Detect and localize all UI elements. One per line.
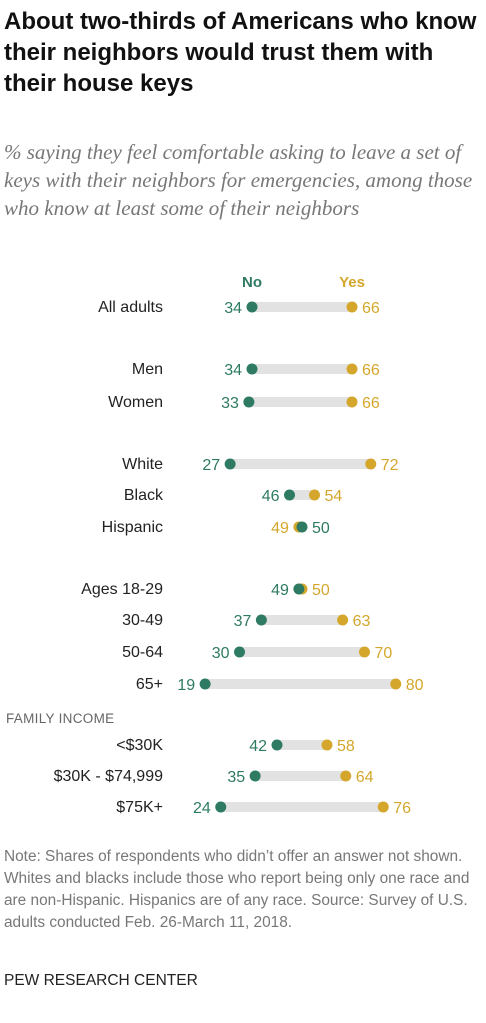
yes-value-label: 50 [312,582,330,599]
yes-dot [346,301,358,313]
no-value-label: 33 [221,395,239,412]
no-dot [243,396,255,408]
no-value-label: 34 [224,362,242,379]
row-label: All adults [98,299,163,316]
yes-value-label: 66 [362,300,380,317]
no-value-label: 37 [234,613,252,630]
yes-value-label: 66 [362,362,380,379]
yes-dot [309,489,320,501]
dot-plot: No Yes All adults 34 66 Men 34 66 Women 33 66 White… [6,274,424,817]
no-dot [234,646,245,658]
no-value-label: 30 [212,645,230,662]
legend-no-label: No [242,274,262,291]
no-value-label: 34 [224,300,242,317]
row-label: <$30K [116,737,163,754]
no-value-label: 35 [227,769,245,786]
no-dot [284,489,295,501]
yes-value-label: 80 [406,677,424,694]
row-label: 30-49 [122,612,163,629]
section-label: FAMILY INCOME [6,711,114,726]
yes-dot [377,801,389,813]
no-dot [293,583,305,595]
yes-dot [359,646,370,658]
row-label: Men [132,361,163,378]
row-label: Black [124,487,164,504]
row-label: Hispanic [102,519,163,536]
row-label: Ages 18-29 [81,581,163,598]
row-label: 50-64 [122,644,163,661]
no-dot [246,301,258,313]
yes-value-label: 64 [356,769,374,786]
source-credit: PEW RESEARCH CENTER [4,972,198,989]
yes-value-label: 66 [362,395,380,412]
no-value-label: 19 [177,677,195,694]
yes-dot [346,363,358,375]
yes-dot [340,770,352,782]
no-dot [215,801,227,813]
legend-yes-label: Yes [339,274,365,291]
yes-value-label: 49 [271,520,289,537]
chart-subtitle: % saying they feel comfortable asking to… [4,140,473,220]
no-value-label: 49 [271,582,289,599]
yes-value-label: 72 [381,457,399,474]
yes-dot [321,739,333,751]
yes-value-label: 63 [353,613,371,630]
yes-dot [346,396,358,408]
chart-note: Note: Shares of respondents who didn’t o… [4,848,470,931]
yes-value-label: 54 [325,488,343,505]
no-value-label: 24 [193,800,211,817]
yes-value-label: 58 [337,738,355,755]
yes-dot [365,458,377,470]
no-value-label: 50 [312,520,330,537]
no-dot [296,521,308,533]
row-label: Women [108,394,163,411]
yes-dot [390,678,402,690]
row-label: $30K - $74,999 [54,768,164,785]
no-value-label: 27 [202,457,220,474]
yes-dot [337,614,349,626]
no-value-label: 42 [249,738,267,755]
no-dot [224,458,236,470]
row-label: White [122,456,163,473]
no-dot [271,739,283,751]
no-dot [249,770,261,782]
no-dot [255,614,267,626]
no-dot [246,363,258,375]
row-label: $75K+ [116,799,163,816]
no-value-label: 46 [262,488,280,505]
chart-title: About two-thirds of Americans who know t… [4,8,477,97]
no-dot [199,678,211,690]
yes-value-label: 76 [393,800,411,817]
row-label: 65+ [136,676,163,693]
yes-value-label: 70 [375,645,393,662]
